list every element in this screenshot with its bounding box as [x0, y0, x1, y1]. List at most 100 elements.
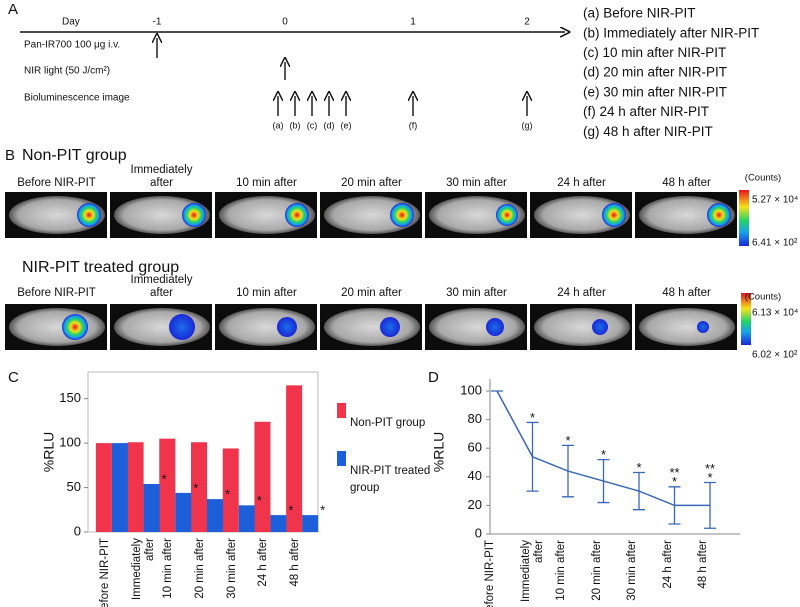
- mouse: [534, 196, 630, 234]
- legend-swatch: [337, 451, 346, 466]
- mouse: [639, 308, 735, 346]
- colorbar-max: 5.27 × 10⁴: [752, 195, 798, 206]
- significance: *: [565, 433, 570, 448]
- signal: [380, 317, 400, 337]
- mouse: [9, 308, 105, 346]
- colorbar-min: 6.02 × 10²: [752, 350, 798, 361]
- significance: *: [320, 503, 325, 518]
- y-tick-label: 0: [74, 523, 81, 538]
- significance: **: [669, 465, 679, 480]
- bar: [270, 515, 287, 532]
- image-label: 24 h after: [557, 177, 606, 189]
- bar: [127, 442, 144, 532]
- protocol-row: Bioluminescence image: [24, 93, 130, 104]
- x-tick-label: 10 min after: [162, 538, 175, 599]
- y-tick-label: 0: [475, 525, 482, 540]
- mouse: [114, 196, 210, 234]
- y-tick-label: 100: [460, 382, 482, 397]
- significance: *: [601, 447, 606, 462]
- group-title: Non-PIT group: [22, 147, 127, 164]
- time-marker: (c): [307, 120, 318, 130]
- colorbar-unit: (Counts): [745, 173, 781, 184]
- image-label: 30 min after: [446, 177, 507, 189]
- colorbar-min: 6.41 × 10²: [752, 238, 798, 249]
- bar: [175, 492, 192, 532]
- day-tick-label: 0: [282, 17, 288, 28]
- bar: [143, 484, 160, 532]
- bar: [159, 438, 176, 532]
- significance: *: [672, 474, 677, 489]
- y-tick-label: 150: [59, 390, 81, 405]
- protocol-row: Pan-IR700 100 μg i.v.: [24, 40, 120, 51]
- image-label: 24 h after: [557, 287, 606, 299]
- y-tick-label: 40: [468, 468, 482, 483]
- panel-label: C: [8, 369, 19, 386]
- signal: [285, 203, 309, 227]
- significance: **: [705, 461, 715, 476]
- x-tick-label: 48 h after: [697, 540, 709, 589]
- time-marker: (e): [341, 120, 352, 130]
- timepoint-legend: (g) 48 h after NIR-PIT: [583, 124, 713, 139]
- bar: [302, 515, 319, 532]
- time-marker: (d): [324, 120, 335, 130]
- significance: *: [636, 460, 641, 475]
- image-label: Immediately after: [130, 164, 193, 189]
- significance: *: [193, 480, 198, 495]
- y-axis-label: %RLU: [431, 432, 447, 472]
- significance: *: [225, 487, 230, 502]
- bar: [95, 443, 112, 532]
- y-tick-label: 100: [59, 435, 81, 450]
- timepoint-legend: (b) Immediately after NIR-PIT: [583, 25, 759, 40]
- mouse: [639, 196, 735, 234]
- image-label: Immediately after: [130, 274, 193, 299]
- significance: *: [530, 410, 535, 425]
- x-tick-label: 24 h after: [661, 540, 674, 589]
- mouse: [429, 196, 525, 234]
- colorbar: [739, 190, 749, 246]
- legend-label: Non-PIT group: [350, 417, 426, 429]
- day-tick-label: 2: [524, 17, 530, 28]
- image-label: 30 min after: [446, 287, 507, 299]
- time-marker: (f): [409, 120, 418, 130]
- mouse: [219, 308, 315, 346]
- y-tick-label: 80: [468, 411, 482, 426]
- signal: [602, 203, 626, 227]
- significance: *: [288, 503, 293, 518]
- y-axis-label: %RLU: [41, 432, 57, 472]
- panel-label: D: [428, 369, 439, 386]
- signal: [486, 318, 504, 336]
- bar: [286, 385, 303, 532]
- x-tick-label: 20 min after: [590, 540, 603, 601]
- error-bar: [562, 444, 574, 498]
- y-tick-label: 20: [468, 497, 482, 512]
- signal: [592, 319, 608, 335]
- group-title: NIR-PIT treated group: [22, 259, 179, 276]
- signal: [697, 321, 709, 333]
- timepoint-legend: (a) Before NIR-PIT: [583, 6, 696, 21]
- bar: [111, 443, 128, 532]
- y-tick-label: 50: [67, 479, 81, 494]
- signal: [390, 203, 414, 227]
- signal: [62, 314, 88, 340]
- x-tick-label: 20 min after: [194, 538, 206, 599]
- legend-label: NIR-PIT treated group: [350, 465, 431, 494]
- error-bar: [526, 421, 539, 492]
- panel-label: B: [5, 147, 15, 164]
- significance: *: [162, 471, 167, 486]
- x-tick-label: 24 h after: [257, 538, 270, 587]
- error-bar: [633, 471, 645, 511]
- day-tick-label: 1: [410, 17, 416, 28]
- mouse: [324, 308, 420, 346]
- legend-swatch: [337, 403, 346, 418]
- time-marker: (a): [273, 120, 284, 130]
- time-marker: (g): [522, 120, 533, 130]
- signal: [707, 203, 731, 227]
- image-label: Before NIR-PIT: [17, 177, 96, 189]
- bar: [222, 448, 239, 532]
- colorbar: [741, 293, 751, 345]
- error-bar: [704, 481, 716, 529]
- bar: [254, 421, 271, 532]
- bar: [238, 505, 255, 532]
- image-label: 20 min after: [341, 287, 402, 299]
- error-bar: [597, 458, 610, 504]
